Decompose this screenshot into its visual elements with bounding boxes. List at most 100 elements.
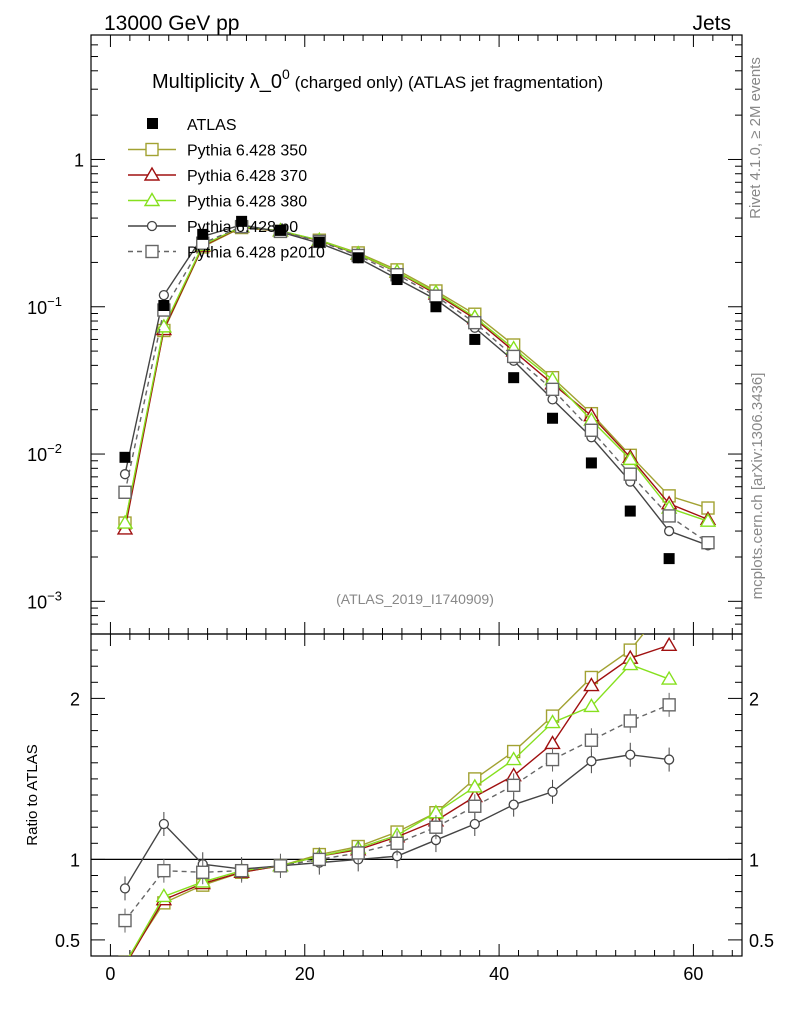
point-pythia-6-428-p2010 [468,315,482,330]
data-point-atlas [197,228,209,240]
ratio-point-pythia-6-428-380 [466,778,484,793]
data-point-atlas [663,553,675,565]
x-tick-label: 0 [105,964,115,984]
x-tick-label: 60 [683,964,703,984]
point-pythia-6-428-p0 [547,394,558,405]
ratio-line-pythia-6-428-350 [128,634,645,956]
side-label-top: Rivet 4.1.0, ≥ 2M events [747,57,764,219]
legend-marker-atlas [147,118,158,129]
ratio-point-pythia-6-428-p2010 [623,714,637,728]
header-left: 13000 GeV pp [104,12,239,35]
point-pythia-6-428-p2010 [545,382,560,397]
ratio-point-pythia-6-428-p2010 [468,799,482,813]
data-point-atlas [274,224,286,236]
ratio-point-pythia-6-428-p0 [586,756,597,767]
ratio-point-pythia-6-428-p2010 [545,752,560,767]
ratio-point-pythia-6-428-p2010 [429,820,443,834]
ratio-y-label: Ratio to ATLAS [24,744,41,845]
ratio-point-pythia-6-428-p0 [508,799,519,810]
legend-label-pythia-6-428-350: Pythia 6.428 350 [187,143,307,160]
point-pythia-6-428-p2010 [623,467,637,481]
header-right: Jets [692,12,731,35]
data-point-atlas [585,457,597,469]
legend-marker-pythia-6-428-370 [143,166,161,181]
legend-marker-pythia-6-428-380 [143,192,161,207]
legend: ATLAS Pythia 6.428 350 Pythia 6.428 370 Pyt… [128,117,325,262]
point-pythia-6-428-p2010 [506,349,521,364]
legend-label-atlas: ATLAS [187,117,237,134]
ratio-point-pythia-6-428-350 [118,955,132,956]
point-pythia-6-428-p2010 [429,289,443,303]
ratio-point-pythia-6-428-370 [660,636,678,651]
ratio-point-pythia-6-428-p2010 [196,865,210,879]
legend-marker-pythia-6-428-p0 [146,220,158,232]
ratio-point-pythia-6-428-380 [583,698,600,713]
data-point-atlas [119,451,131,463]
series-line-pythia-6-428-350 [124,226,709,524]
ratio-point-pythia-6-428-p2010 [273,859,288,873]
point-pythia-6-428-p2010 [701,536,715,550]
y-tick-label-ratio-right: 0.5 [749,931,774,951]
ratio-point-pythia-6-428-p2010 [506,778,521,793]
legend-label-pythia-6-428-380: Pythia 6.428 380 [187,194,307,211]
x-tick-label: 20 [295,964,315,984]
legend-marker-pythia-6-428-350 [145,142,159,157]
ratio-point-pythia-6-428-370 [583,677,600,692]
y-tick-label-main: 10−3 [27,588,62,612]
data-point-atlas [624,505,636,517]
ratio-point-pythia-6-428-p0 [469,818,480,830]
point-pythia-6-428-p0 [158,289,170,301]
ratio-point-pythia-6-428-380 [124,955,126,956]
legend-label-pythia-6-428-370: Pythia 6.428 370 [187,168,307,185]
point-pythia-6-428-380 [155,318,173,333]
ratio-point-pythia-6-428-p0 [547,786,558,797]
series-line-pythia-6-428-p2010 [124,225,709,544]
ratio-point-pythia-6-428-380 [660,670,678,685]
y-tick-label-ratio: 2 [70,689,80,709]
ratio-point-pythia-6-428-p2010 [584,733,599,747]
main-curves [116,215,717,565]
point-pythia-6-428-p2010 [584,423,599,437]
side-label-bottom: mcplots.cern.ch [arXiv:1306.3436] [749,373,766,600]
data-point-atlas [430,301,442,313]
data-point-atlas [508,372,520,384]
ratio-point-pythia-6-428-350 [663,596,675,608]
legend-label-pythia-6-428-p2010: Pythia 6.428 p2010 [187,245,325,262]
data-point-atlas [158,299,170,311]
ratio-point-pythia-6-428-380 [622,656,639,671]
ratio-point-pythia-6-428-p0 [625,749,636,760]
ratio-point-pythia-6-428-380 [505,751,522,766]
ratio-point-pythia-6-428-p2010 [157,863,171,878]
ratio-point-pythia-6-428-p0 [119,883,131,894]
series-line-pythia-6-428-p0 [124,224,709,546]
y-tick-label-main: 10−1 [27,294,62,318]
y-tick-label-ratio: 1 [70,850,80,870]
ratio-point-pythia-6-428-p2010 [118,913,132,928]
chart-title: Multiplicity λ_00 (charged only) (ATLAS … [152,66,603,93]
data-point-atlas [469,333,481,345]
point-pythia-6-428-p2010 [118,485,132,499]
legend-label-pythia-6-428-p0: Pythia 6.428 p0 [187,219,298,236]
curves-layer [116,215,717,956]
series-line-pythia-6-428-370 [124,226,709,530]
ratio-point-pythia-6-428-p0 [663,754,675,765]
point-pythia-6-428-380 [116,514,134,529]
series-line-pythia-6-428-380 [124,225,709,524]
data-point-atlas [547,412,559,424]
data-point-atlas [313,236,325,248]
ratio-point-pythia-6-428-p2010 [234,863,249,878]
point-pythia-6-428-380 [622,450,639,466]
ratio-point-pythia-6-428-380 [155,888,173,903]
legend-marker-pythia-6-428-p2010 [145,244,159,259]
x-tick-label: 40 [489,964,509,984]
data-point-atlas [391,274,403,286]
y-tick-label-main: 10−2 [27,441,62,465]
y-tick-label-ratio: 0.5 [55,931,80,951]
ratio-point-pythia-6-428-380 [544,714,561,729]
point-pythia-6-428-p0 [663,525,675,537]
ratio-point-pythia-6-428-p2010 [312,852,327,867]
ratio-point-pythia-6-428-p2010 [390,836,404,850]
point-pythia-6-428-p2010 [662,509,676,523]
ratio-point-pythia-6-428-p2010 [662,698,676,712]
